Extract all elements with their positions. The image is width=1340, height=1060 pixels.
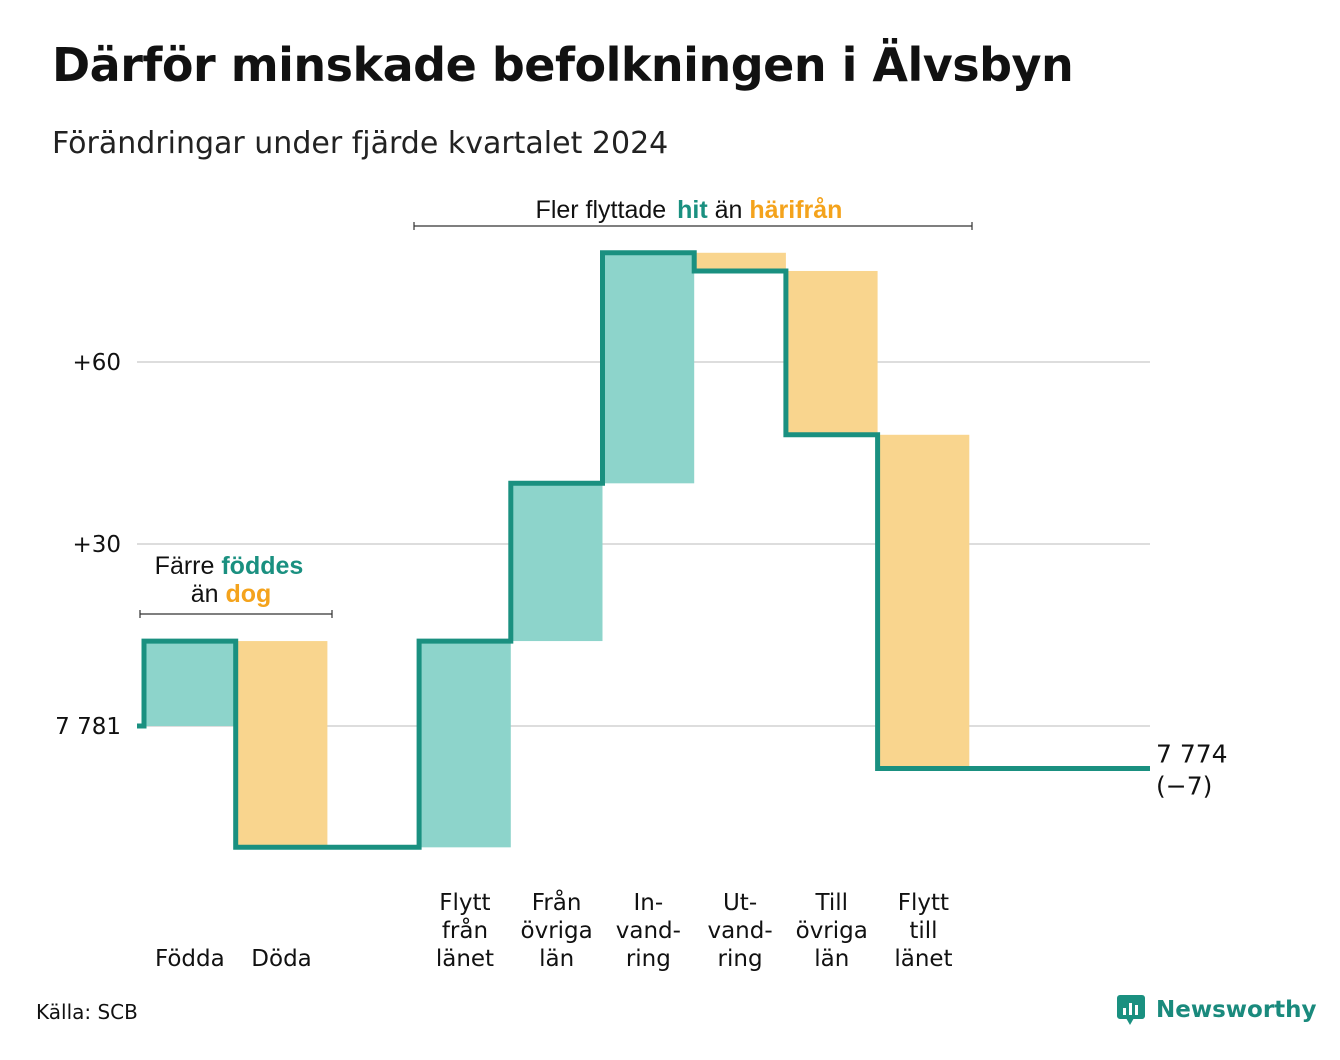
category-label: övriga	[796, 918, 868, 944]
annotation-births-hl: föddes	[221, 552, 303, 580]
bar-increase	[602, 252, 695, 484]
brand-logo: Newsworthy	[1116, 994, 1317, 1026]
category-label: ring	[718, 946, 763, 972]
category-label: Flytt	[439, 890, 490, 916]
category-label: länet	[436, 946, 494, 972]
annotation-deaths-hl: dog	[225, 580, 271, 608]
chart-title: Därför minskade befolkningen i Älvsbyn	[52, 38, 1074, 92]
category-label: länet	[894, 946, 952, 972]
source-label: Källa: SCB	[36, 1000, 138, 1024]
y-tick-label: +30	[72, 532, 121, 558]
category-label: vand-	[707, 918, 772, 944]
annotation-births-pre: Färre	[155, 552, 222, 580]
category-label: vand-	[616, 918, 681, 944]
y-tick-label: +60	[72, 350, 121, 376]
category-label: In-	[634, 890, 664, 916]
running-total-line	[137, 250, 1150, 850]
category-label: län	[814, 946, 849, 972]
annotation-migration-mid: än	[708, 196, 750, 224]
category-label: till	[909, 918, 937, 944]
annotation-migration: Fler flyttade hit än härifrån	[536, 196, 843, 224]
annotation-deaths-pre: än	[191, 580, 226, 608]
annotation-migration-hl2: härifrån	[749, 196, 842, 224]
brand-name: Newsworthy	[1156, 997, 1317, 1023]
annotation-births-line2: än dog	[191, 580, 272, 608]
annotation-migration-hl1: hit	[677, 196, 708, 224]
y-tick-labels: 7 781 +30 +60	[55, 350, 121, 740]
newsworthy-logo-icon	[1117, 995, 1145, 1025]
category-label: län	[539, 946, 574, 972]
chart-subtitle: Förändringar under fjärde kvartalet 2024	[52, 126, 669, 161]
category-label: från	[442, 916, 488, 944]
annotation-migration-pre: Fler flyttade	[536, 196, 674, 224]
bar-decrease	[235, 641, 328, 848]
category-label: Till	[814, 890, 848, 916]
bar-decrease	[694, 252, 786, 271]
category-label: Födda	[155, 946, 225, 972]
bar-decrease	[785, 270, 878, 435]
category-label: Från	[532, 888, 582, 916]
category-label: Döda	[251, 946, 311, 972]
end-value-label: 7 774	[1156, 739, 1228, 768]
y-tick-label: 7 781	[55, 714, 121, 740]
bar-increase	[144, 641, 236, 726]
category-label: Flytt	[898, 890, 949, 916]
annotation-brackets	[139, 222, 973, 618]
bar-increase	[419, 641, 511, 848]
category-label: övriga	[521, 918, 593, 944]
bar-increase	[510, 483, 603, 642]
category-label: Ut-	[723, 890, 757, 916]
category-label: ring	[626, 946, 671, 972]
bars	[144, 252, 970, 848]
bar-decrease	[877, 434, 970, 769]
category-labels: Födda DödaFlyttfrånlänetFrånövrigalänIn-v…	[155, 888, 953, 972]
annotation-births-line1: Färre föddes	[155, 552, 304, 580]
end-change-label: (−7)	[1156, 771, 1212, 800]
